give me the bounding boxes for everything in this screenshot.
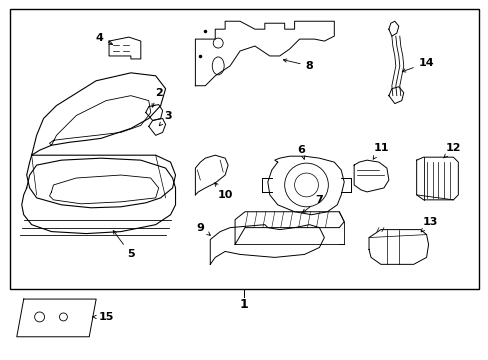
Text: 1: 1 <box>239 297 248 311</box>
Text: 6: 6 <box>297 145 305 159</box>
Text: 15: 15 <box>92 312 114 322</box>
Text: 7: 7 <box>302 195 323 212</box>
Text: 12: 12 <box>443 143 460 158</box>
Text: 9: 9 <box>196 222 210 235</box>
Text: 2: 2 <box>152 88 162 107</box>
Text: 13: 13 <box>420 217 437 232</box>
Bar <box>10 9 478 289</box>
Text: 3: 3 <box>159 111 172 126</box>
Text: 8: 8 <box>283 59 313 71</box>
Text: 4: 4 <box>95 33 112 45</box>
Text: 10: 10 <box>214 183 232 200</box>
Text: 11: 11 <box>372 143 388 159</box>
Text: 5: 5 <box>113 231 134 260</box>
Text: 14: 14 <box>402 58 433 72</box>
